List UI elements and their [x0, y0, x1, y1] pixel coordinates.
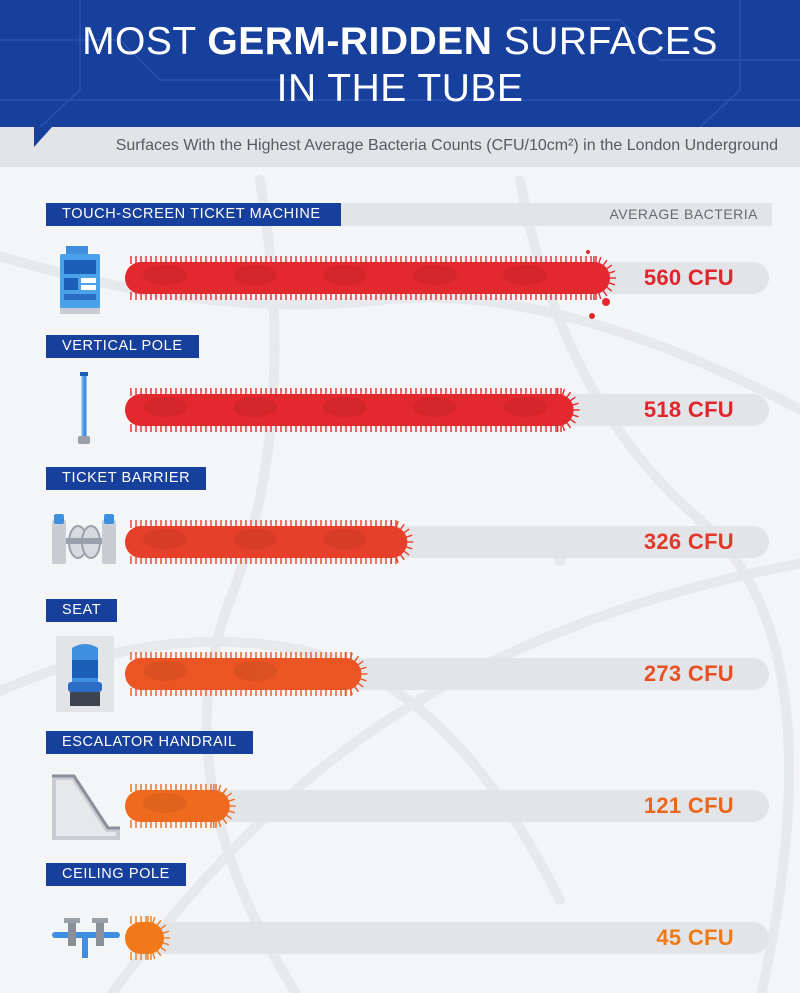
data-label: 273 CFU	[643, 661, 734, 686]
data-label: 121 CFU	[643, 793, 734, 818]
vertical-pole-icon	[78, 372, 90, 444]
header-map-pattern	[0, 0, 800, 127]
ticket-machine-icon	[60, 246, 100, 314]
page-title: MOST GERM-RIDDEN SURFACES IN THE TUBE	[82, 20, 718, 110]
seat-icon	[56, 636, 114, 712]
ticket-barrier-icon	[52, 514, 116, 564]
subtitle-band	[0, 127, 800, 167]
header-banner: MOST GERM-RIDDEN SURFACES IN THE TUBE	[0, 0, 800, 127]
category-label: TICKET BARRIER	[46, 467, 207, 490]
data-label: 45 CFU	[656, 925, 734, 950]
data-label: 560 CFU	[643, 265, 734, 290]
category-label: VERTICAL POLE	[46, 335, 199, 358]
category-label: TOUCH-SCREEN TICKET MACHINE	[46, 203, 341, 226]
category-label: CEILING POLE	[46, 863, 186, 886]
bar-track	[125, 922, 769, 954]
ceiling-pole-icon	[52, 918, 120, 958]
escalator-icon	[52, 774, 120, 840]
subtitle: Surfaces With the Highest Average Bacter…	[115, 137, 778, 154]
data-label: 518 CFU	[643, 397, 734, 422]
value-column-header: AVERAGE BACTERIA	[609, 206, 758, 222]
data-label: 326 CFU	[643, 529, 734, 554]
category-label: ESCALATOR HANDRAIL	[46, 731, 253, 754]
subtitle-pointer	[34, 127, 52, 147]
category-label: SEAT	[46, 599, 118, 622]
